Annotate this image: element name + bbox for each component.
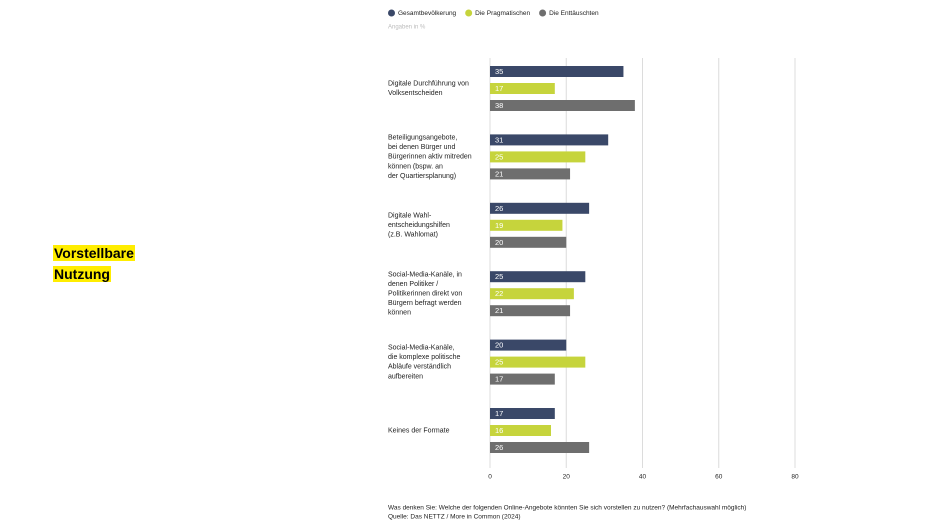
category-label: Digitale Durchführung von [388, 81, 469, 88]
bar [490, 356, 586, 368]
legend-swatch [539, 9, 547, 17]
bar [490, 339, 567, 351]
value-label: 25 [495, 272, 503, 281]
value-label: 20 [495, 341, 503, 350]
value-label: 17 [495, 84, 503, 93]
x-tick-label: 80 [791, 474, 799, 481]
bar [490, 66, 624, 77]
category-label: Politikerinnen direkt von [388, 291, 462, 298]
bar [490, 168, 571, 180]
category-label: (z.B. Wahlomat) [388, 232, 438, 239]
category-label: Bürgern befragt werden [388, 300, 462, 307]
chart-subtitle: Angaben in % [388, 25, 426, 31]
bar [490, 305, 571, 317]
legend-swatch [465, 9, 473, 17]
value-label: 22 [495, 289, 503, 298]
value-label: 26 [495, 204, 503, 213]
bar [490, 83, 555, 94]
bar [490, 271, 586, 283]
heading-line: Vorstellbare [53, 245, 135, 261]
category-label: Abläufe verständlich [388, 364, 451, 371]
category-label: entscheidungshilfen [388, 222, 450, 229]
value-label: 38 [495, 101, 503, 110]
value-label: 20 [495, 238, 503, 247]
bar [490, 236, 567, 248]
x-tick-label: 20 [563, 474, 571, 481]
category-label: Social-Media-Kanäle, [388, 345, 455, 352]
value-label: 21 [495, 306, 503, 315]
x-tick-label: 40 [639, 474, 647, 481]
value-label: 26 [495, 443, 503, 452]
bar [490, 100, 635, 111]
category-label: denen Politiker / [388, 281, 438, 288]
category-label: Bürgerinnen aktiv mitreden [388, 154, 472, 161]
bar [490, 408, 555, 419]
x-tick-label: 60 [715, 474, 723, 481]
value-label: 25 [495, 358, 503, 367]
category-label: Beteiligungsangebote, [388, 135, 457, 142]
bar [490, 151, 586, 163]
value-label: 16 [495, 426, 503, 435]
bar [490, 373, 555, 385]
category-label: Social-Media-Kanäle, in [388, 271, 462, 278]
value-label: 17 [495, 375, 503, 384]
value-label: 17 [495, 409, 503, 418]
source: Quelle: Das NETTZ / More in Common (2024… [388, 514, 521, 521]
note: Was denken Sie: Welche der folgenden Onl… [388, 505, 746, 512]
legend-label: Gesamtbevölkerung [398, 10, 457, 17]
category-label: der Quartiersplanung) [388, 173, 456, 180]
legend-label: Die Enttäuschten [549, 10, 599, 17]
bar [490, 288, 574, 300]
value-label: 35 [495, 67, 503, 76]
category-label: bei denen Bürger und [388, 144, 455, 151]
value-label: 25 [495, 152, 503, 161]
heading-line: Nutzung [53, 266, 111, 282]
category-label: die komplexe politische [388, 354, 460, 361]
bar [490, 442, 590, 453]
bar [490, 134, 609, 146]
bar [490, 425, 551, 436]
legend-label: Die Pragmatischen [475, 10, 530, 17]
category-label: können [388, 310, 411, 317]
category-label: Keines der Formate [388, 427, 450, 434]
value-label: 21 [495, 169, 503, 178]
bar [490, 219, 563, 231]
category-label: Volksentscheiden [388, 90, 443, 97]
legend-swatch [388, 9, 395, 17]
x-tick-label: 0 [488, 474, 492, 481]
value-label: 31 [495, 135, 503, 144]
value-label: 19 [495, 221, 503, 230]
category-label: Digitale Wahl- [388, 213, 432, 220]
category-label: aufbereiten [388, 373, 423, 380]
category-label: können (bspw. an [388, 163, 443, 170]
bar [490, 202, 590, 214]
heading: Vorstellbare Nutzung [53, 243, 135, 285]
